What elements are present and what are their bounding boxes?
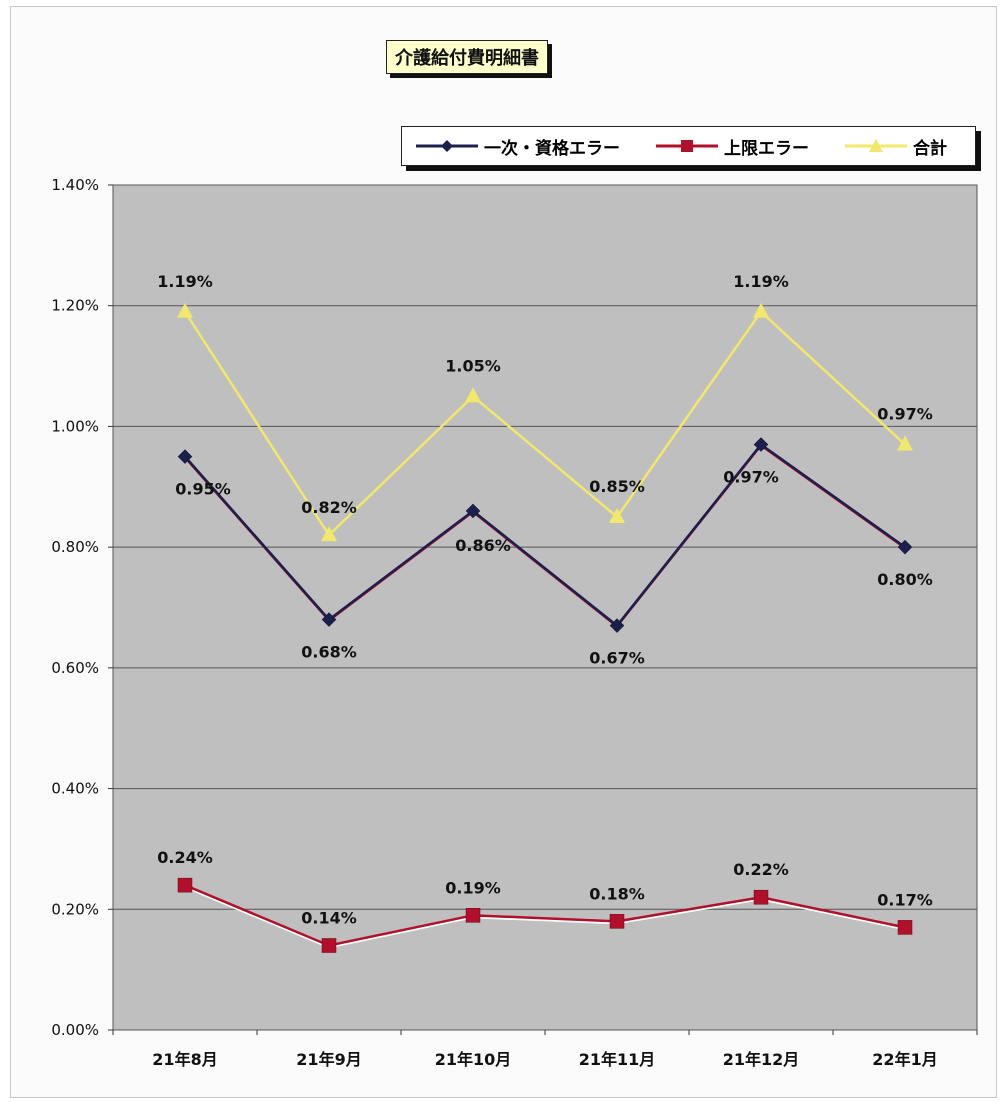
data-point-triangle (465, 387, 481, 403)
y-tick-label: 1.40% (51, 176, 99, 194)
chart-title: 介護給付費明細書 (386, 40, 548, 74)
data-point-diamond (321, 612, 337, 627)
data-label: 1.05% (445, 356, 501, 375)
data-point-square (177, 877, 193, 893)
data-label: 0.17% (877, 890, 933, 909)
x-tick-label: 21年11月 (579, 1050, 656, 1069)
legend-item-limit: 上限エラー (656, 134, 809, 159)
y-tick-label: 0.80% (51, 538, 99, 556)
x-tick-label: 21年8月 (152, 1050, 217, 1069)
data-label: 0.18% (589, 884, 645, 903)
x-tick-label: 22年1月 (872, 1050, 937, 1069)
x-tick-label: 21年12月 (723, 1050, 800, 1069)
data-point-triangle (753, 302, 769, 318)
y-tick-label: 0.00% (51, 1021, 99, 1039)
data-point-triangle (897, 435, 913, 451)
x-tick-label: 21年9月 (296, 1050, 361, 1069)
data-point-square (897, 920, 913, 935)
y-tick-label: 0.60% (51, 659, 99, 677)
plot-area (112, 184, 978, 1031)
data-point-square (609, 914, 625, 929)
data-point-triangle (609, 507, 625, 523)
data-label: 0.22% (733, 860, 789, 879)
data-point-square (465, 908, 481, 923)
data-point-diamond (753, 437, 769, 452)
data-label: 1.19% (733, 272, 789, 291)
data-point-square (753, 889, 769, 905)
data-label: 0.86% (455, 536, 511, 555)
y-tick-label: 0.20% (51, 900, 99, 918)
legend-label-primary: 一次・資格エラー (484, 138, 620, 159)
data-label: 0.14% (301, 909, 357, 928)
data-label: 0.24% (157, 848, 213, 867)
triangle-marker-icon (845, 139, 907, 152)
legend-item-total: 合計 (845, 134, 947, 159)
data-point-triangle (177, 302, 193, 318)
square-marker-icon (656, 140, 718, 152)
series-line-2 (183, 309, 906, 538)
diamond-marker-icon (416, 140, 478, 152)
data-label: 0.19% (445, 878, 501, 897)
series-line-1 (184, 883, 906, 947)
data-point-diamond (609, 618, 625, 633)
data-label: 0.95% (175, 480, 231, 499)
y-tick-label: 1.20% (51, 297, 99, 315)
series-line-shadow (184, 886, 906, 949)
legend-label-limit: 上限エラー (724, 138, 809, 159)
data-point-triangle (321, 526, 337, 542)
y-tick-label: 0.40% (51, 780, 99, 798)
data-point-diamond (897, 539, 913, 555)
data-label: 0.68% (301, 643, 357, 662)
legend: 一次・資格エラー 上限エラー 合計 (401, 126, 976, 166)
x-tick-label: 21年10月 (435, 1050, 512, 1069)
data-point-diamond (177, 449, 193, 464)
data-label: 0.67% (589, 649, 645, 668)
y-tick-label: 1.00% (51, 417, 99, 435)
legend-item-primary: 一次・資格エラー (416, 134, 620, 159)
data-label: 0.97% (723, 468, 779, 487)
data-label: 0.85% (589, 477, 645, 496)
data-point-square (321, 938, 337, 953)
data-label: 1.19% (157, 272, 213, 291)
series-line-0 (184, 442, 906, 628)
data-label: 0.82% (301, 498, 357, 517)
legend-label-total: 合計 (913, 138, 947, 159)
data-label: 0.97% (877, 405, 933, 424)
data-point-diamond (465, 503, 481, 519)
data-label: 0.80% (877, 570, 933, 589)
